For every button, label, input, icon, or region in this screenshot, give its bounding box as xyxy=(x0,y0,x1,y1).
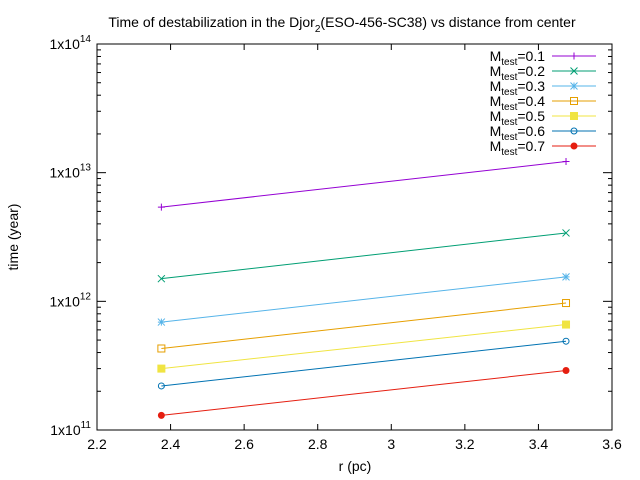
y-axis-label: time (year) xyxy=(5,204,21,271)
x-tick-label: 2.6 xyxy=(234,436,254,452)
series-line xyxy=(161,370,567,416)
data-point xyxy=(562,320,571,329)
legend-item: Mtest=0.7 xyxy=(490,138,596,158)
series-2 xyxy=(157,229,570,283)
series-line xyxy=(161,161,567,208)
chart-title: Time of destabilization in the Djor2(ESO… xyxy=(108,14,576,35)
legend-marker xyxy=(570,142,578,150)
data-point xyxy=(157,364,166,373)
series-5 xyxy=(157,320,571,373)
x-tick-label: 3.6 xyxy=(602,436,622,452)
x-tick-label: 3 xyxy=(387,436,395,452)
axis-ticks: 2.2 2.4 2.6 2.8 3 3.2 3.4 3.6 1x1011 1x1012 1x1013… xyxy=(50,34,622,452)
series-4 xyxy=(157,299,571,353)
legend-item: Mtest=0.3 xyxy=(490,78,596,98)
data-point xyxy=(157,344,166,353)
legend-marker xyxy=(570,112,578,120)
data-point xyxy=(562,158,570,166)
series-3 xyxy=(157,272,570,326)
legend-item: Mtest=0.5 xyxy=(490,108,596,128)
x-tick-label: 3.2 xyxy=(455,436,475,452)
legend-marker xyxy=(570,52,578,60)
legend-item: Mtest=0.2 xyxy=(490,63,596,83)
legend-label: Mtest=0.5 xyxy=(490,108,546,128)
legend-marker xyxy=(570,67,578,75)
data-point xyxy=(562,272,570,281)
legend-marker xyxy=(570,82,578,90)
series-line xyxy=(161,232,567,280)
series-line xyxy=(161,302,567,349)
series-line xyxy=(161,324,567,370)
y-tick-label: 1x1012 xyxy=(50,291,92,309)
series-1 xyxy=(157,158,570,211)
x-axis-label: r (pc) xyxy=(339,458,372,474)
data-point xyxy=(562,337,570,345)
legend-label: Mtest=0.4 xyxy=(490,93,546,113)
data-point xyxy=(157,382,165,390)
data-point xyxy=(157,203,165,211)
data-point xyxy=(562,367,570,375)
data-point xyxy=(157,318,166,326)
series-line xyxy=(161,340,567,387)
legend-label: Mtest=0.2 xyxy=(490,63,546,83)
chart-title-rest: (ESO-456-SC38) vs distance from center xyxy=(320,14,576,30)
x-tick-label: 3.4 xyxy=(529,436,549,452)
legend-item: Mtest=0.6 xyxy=(490,123,596,143)
legend-label: Mtest=0.3 xyxy=(490,78,546,98)
series-group xyxy=(157,158,571,419)
chart-title-main: Time of destabilization in the Djor xyxy=(108,14,315,30)
y-tick-label: 1x1013 xyxy=(50,163,92,181)
legend-marker xyxy=(570,127,578,135)
x-tick-label: 2.8 xyxy=(308,436,328,452)
series-6 xyxy=(157,337,570,390)
plot-frame xyxy=(96,43,613,431)
y-tick-label: 1x1011 xyxy=(50,420,91,438)
data-point xyxy=(157,274,166,283)
x-tick-label: 2.2 xyxy=(87,436,107,452)
series-line xyxy=(161,276,567,323)
chart-title-subscript: 2 xyxy=(315,24,321,35)
legend-item: Mtest=0.1 xyxy=(490,48,596,68)
x-tick-label: 2.4 xyxy=(161,436,181,452)
data-point xyxy=(562,299,571,308)
legend-item: Mtest=0.4 xyxy=(490,93,596,113)
legend-label: Mtest=0.1 xyxy=(490,48,546,68)
legend: Mtest=0.1Mtest=0.2Mtest=0.3Mtest=0.4Mtes… xyxy=(490,48,596,158)
legend-label: Mtest=0.7 xyxy=(490,138,546,158)
legend-marker xyxy=(570,97,578,105)
legend-label: Mtest=0.6 xyxy=(490,123,546,143)
data-point xyxy=(157,411,165,419)
y-tick-label: 1x1014 xyxy=(50,34,92,52)
data-point xyxy=(562,229,570,237)
series-7 xyxy=(157,367,570,419)
